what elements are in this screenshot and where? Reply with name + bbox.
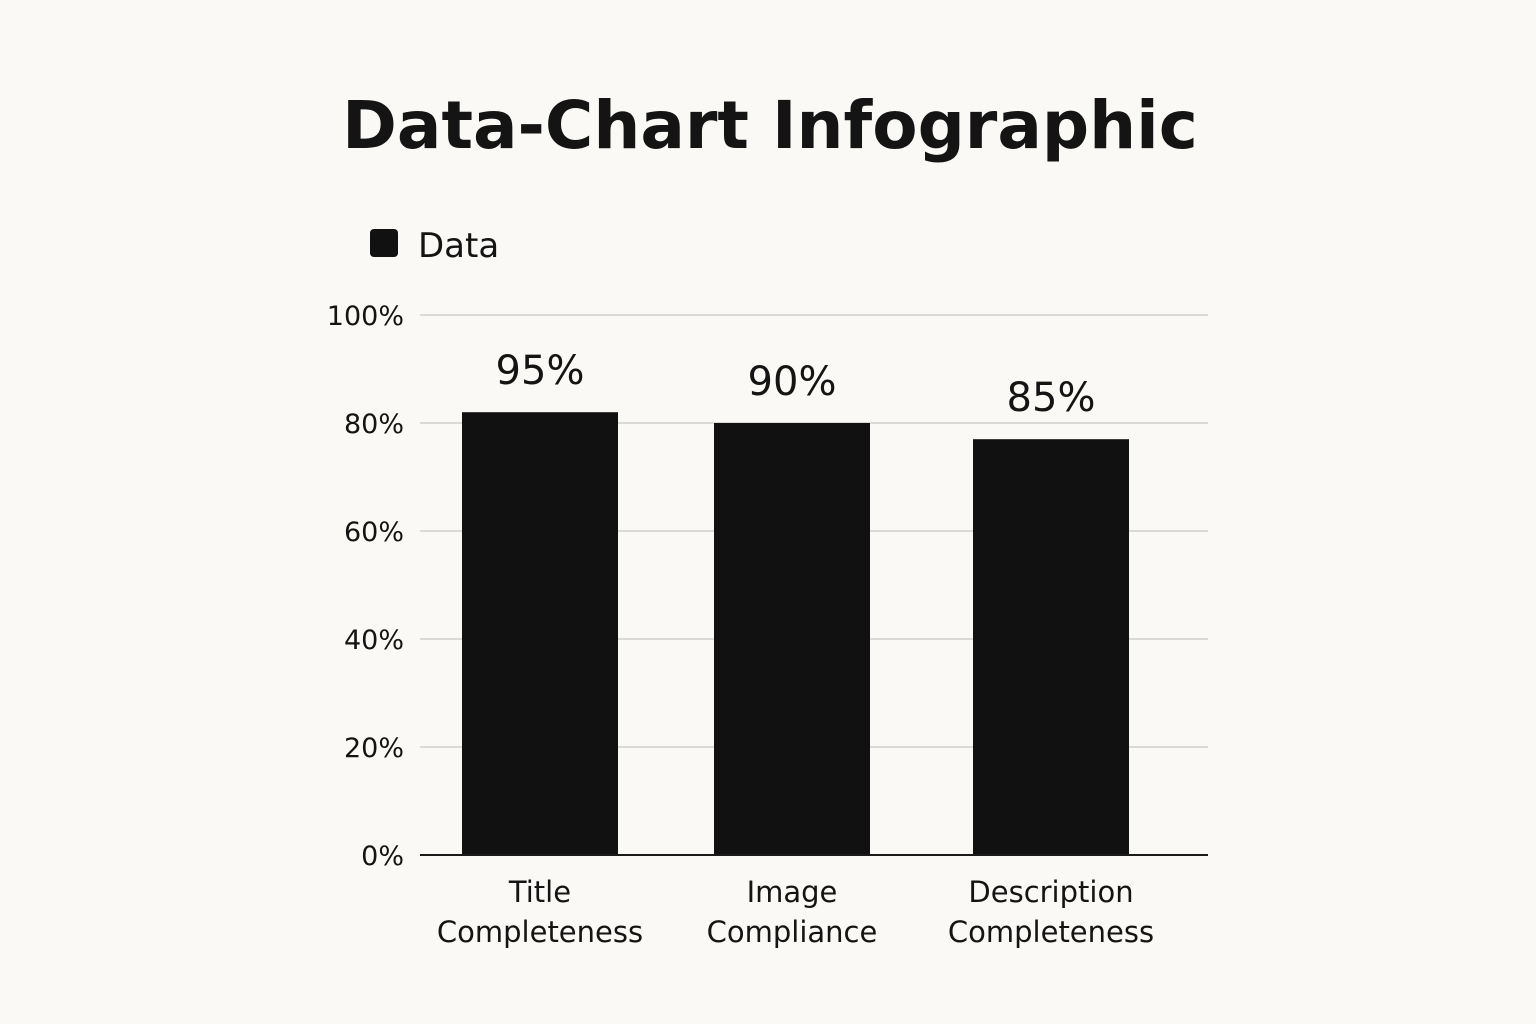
bar [714, 423, 870, 855]
x-tick-label: Image [747, 875, 838, 909]
y-tick-label: 80% [344, 409, 404, 440]
data-labels: 95% 90% 85% [496, 348, 1096, 421]
bar [462, 412, 618, 855]
legend: Data [370, 226, 499, 266]
bar [973, 439, 1129, 855]
y-tick-label: 0% [361, 841, 404, 872]
x-tick-label: Completeness [948, 915, 1154, 949]
data-label: 85% [1007, 375, 1096, 421]
legend-swatch [370, 229, 398, 257]
y-tick-label: 40% [344, 625, 404, 656]
data-label: 95% [496, 348, 585, 394]
x-tick-label: Completeness [437, 915, 643, 949]
y-tick-label: 60% [344, 517, 404, 548]
data-label: 90% [748, 359, 837, 405]
x-tick-label: Compliance [707, 915, 878, 949]
x-tick-label: Title [508, 875, 571, 909]
y-tick-label: 100% [327, 301, 404, 332]
legend-label: Data [418, 226, 499, 266]
y-axis-ticks: 0% 20% 40% 60% 80% 100% [327, 301, 404, 872]
bars [462, 412, 1129, 855]
chart-title: Data-Chart Infographic [342, 87, 1198, 164]
x-tick-label: Description [968, 875, 1133, 909]
y-tick-label: 20% [344, 733, 404, 764]
x-axis-categories: Title Completeness Image Compliance Descript… [437, 875, 1154, 949]
